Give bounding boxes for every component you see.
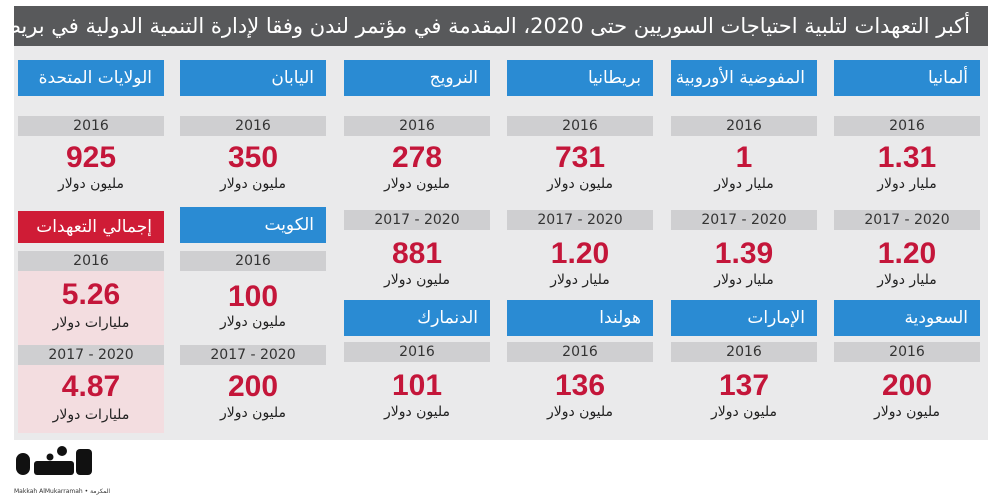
card-eu-year-2016: 2016 (671, 116, 817, 136)
card-total-value-2017-2020: 4.87 (61, 370, 121, 403)
makkah-logo-mark (16, 446, 92, 475)
card-netherlands-title: هولندا (507, 300, 653, 336)
card-usa-year-2016: 2016 (18, 116, 164, 136)
card-kuwait-value-2016: 100 (227, 280, 279, 313)
card-japan-year-2016: 2016 (180, 116, 326, 136)
card-japan-title: اليابان (180, 60, 326, 96)
card-kuwait-unit-2016: مليون دولار (219, 314, 287, 330)
card-uk-unit-2017-2020: مليار دولار (550, 272, 610, 288)
card-denmark-year-2016: 2016 (344, 342, 490, 362)
card-germany-unit-2016: مليار دولار (877, 176, 937, 192)
card-germany-title: ألمانيا (834, 60, 980, 96)
pledges-panel: ألمانيا 2016 1.31 مليار دولار 2017 - 202… (14, 46, 988, 440)
card-germany-year-2017-2020: 2017 - 2020 (834, 210, 980, 230)
card-eu-title: المفوضية الأوروبية (671, 60, 817, 96)
card-kuwait-year-2016: 2016 (180, 251, 326, 271)
card-uk-value-2017-2020: 1.20 (550, 237, 610, 270)
card-eu-value-2016: 1 (735, 141, 753, 174)
card-denmark-unit-2016: مليون دولار (383, 404, 451, 420)
card-total-year-2016: 2016 (18, 251, 164, 271)
card-eu-value-2017-2020: 1.39 (714, 237, 774, 270)
card-uk-year-2016: 2016 (507, 116, 653, 136)
card-uae-unit-2016: مليون دولار (710, 404, 778, 420)
card-norway-value-2017-2020: 881 (391, 237, 443, 270)
card-japan-value-2016: 350 (227, 141, 279, 174)
card-norway-year-2017-2020: 2017 - 2020 (344, 210, 490, 230)
card-netherlands-year-2016: 2016 (507, 342, 653, 362)
card-uae-title: الإمارات (671, 300, 817, 336)
card-germany-value-2016: 1.31 (877, 141, 937, 174)
card-total-value-2016: 5.26 (61, 278, 121, 311)
card-norway-value-2016: 278 (391, 141, 443, 174)
card-norway-unit-2016: مليون دولار (383, 176, 451, 192)
card-norway-title: النرويج (344, 60, 490, 96)
card-total-year-2017-2020: 2017 - 2020 (18, 345, 164, 365)
card-usa-unit-2016: مليون دولار (57, 176, 125, 192)
card-saudi-year-2016: 2016 (834, 342, 980, 362)
card-uk-year-2017-2020: 2017 - 2020 (507, 210, 653, 230)
card-kuwait-unit-2017-2020: مليون دولار (219, 405, 287, 421)
card-kuwait-value-2017-2020: 200 (227, 370, 279, 403)
card-eu-year-2017-2020: 2017 - 2020 (671, 210, 817, 230)
card-saudi-unit-2016: مليون دولار (873, 404, 941, 420)
card-uae-value-2016: 137 (718, 369, 770, 402)
card-usa-title: الولايات المتحدة (18, 60, 164, 96)
card-norway-unit-2017-2020: مليون دولار (383, 272, 451, 288)
card-uk-title: بريطانيا (507, 60, 653, 96)
card-germany-unit-2017-2020: مليار دولار (877, 272, 937, 288)
card-uae-year-2016: 2016 (671, 342, 817, 362)
card-uk-value-2016: 731 (554, 141, 606, 174)
card-norway-year-2016: 2016 (344, 116, 490, 136)
card-uk-unit-2016: مليون دولار (546, 176, 614, 192)
infographic-title: أكبر التعهدات لتلبية احتياجات السوريين ح… (14, 6, 988, 46)
card-germany-year-2016: 2016 (834, 116, 980, 136)
card-eu-unit-2017-2020: مليار دولار (714, 272, 774, 288)
card-total-unit-2017-2020: مليارات دولار (52, 407, 130, 423)
card-denmark-title: الدنمارك (344, 300, 490, 336)
card-total-unit-2016: مليارات دولار (52, 315, 130, 331)
card-netherlands-unit-2016: مليون دولار (546, 404, 614, 420)
makkah-logo: Makkah AlMukarramah • المكرمة (14, 443, 134, 499)
card-netherlands-value-2016: 136 (554, 369, 606, 402)
card-total-bg-2017-2020 (18, 365, 164, 433)
card-germany-value-2017-2020: 1.20 (877, 237, 937, 270)
card-usa-value-2016: 925 (65, 141, 117, 174)
card-eu-unit-2016: مليار دولار (714, 176, 774, 192)
card-saudi-title: السعودية (834, 300, 980, 336)
card-japan-unit-2016: مليون دولار (219, 176, 287, 192)
card-denmark-value-2016: 101 (391, 369, 443, 402)
makkah-logo-caption: Makkah AlMukarramah • المكرمة (14, 488, 111, 495)
card-kuwait-year-2017-2020: 2017 - 2020 (180, 345, 326, 365)
card-kuwait-title: الكويت (180, 207, 326, 243)
card-total-bg-2016 (18, 271, 164, 345)
card-total-title: إجمالي التعهدات (18, 211, 164, 243)
card-saudi-value-2016: 200 (881, 369, 933, 402)
